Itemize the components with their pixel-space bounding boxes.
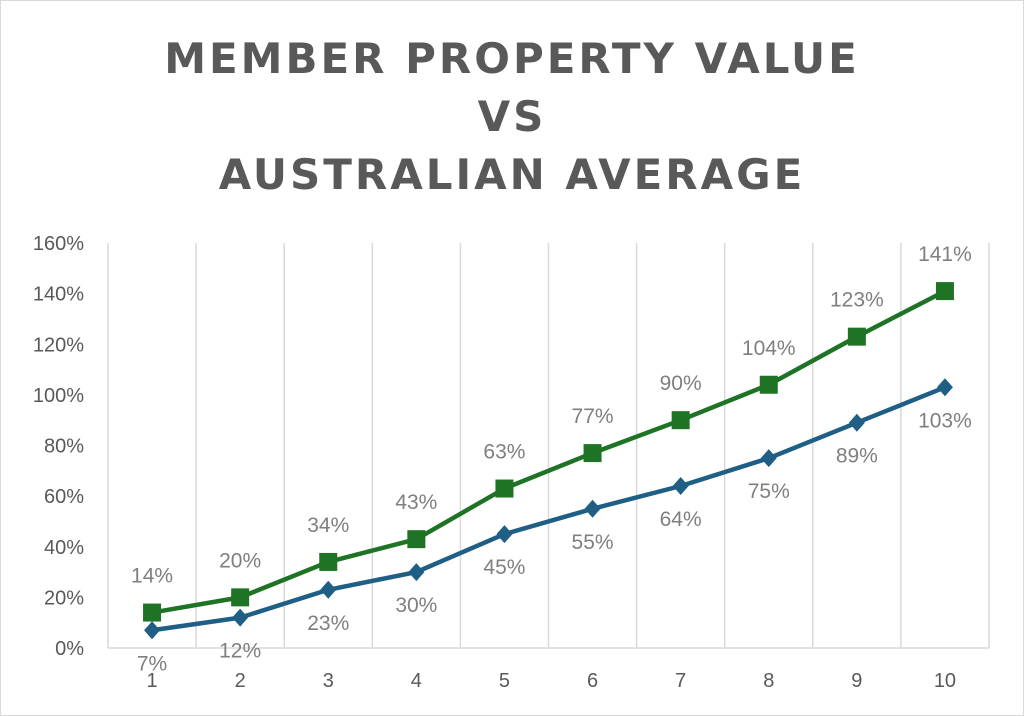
data-point-square [495, 479, 514, 498]
x-tick-label: 5 [499, 670, 510, 692]
data-point-diamond [408, 563, 425, 582]
data-point-diamond [320, 580, 337, 599]
data-label: 34% [307, 514, 349, 537]
x-tick-label: 7 [675, 670, 686, 692]
y-tick-label: 160% [33, 233, 84, 255]
data-point-diamond [760, 449, 777, 468]
title-line-1: MEMBER PROPERTY VALUE [164, 34, 860, 83]
data-point-square [759, 375, 778, 394]
data-label: 123% [830, 289, 884, 312]
y-tick-label: 0% [55, 638, 84, 660]
data-point-square [671, 411, 690, 430]
x-tick-label: 9 [851, 670, 862, 692]
y-tick-label: 140% [33, 284, 84, 306]
x-tick-label: 2 [235, 670, 246, 692]
title-line-2: VS [477, 92, 547, 141]
data-label: 20% [219, 549, 261, 572]
chart-title: MEMBER PROPERTY VALUE VS AUSTRALIAN AVER… [0, 30, 1024, 204]
data-point-diamond [936, 378, 953, 397]
data-label: 7% [137, 652, 167, 675]
data-point-square [319, 552, 338, 571]
data-label: 30% [395, 594, 437, 617]
data-label: 55% [572, 531, 614, 554]
data-label: 63% [483, 441, 525, 464]
x-tick-label: 10 [934, 670, 956, 692]
y-tick-label: 120% [33, 334, 84, 356]
x-axis-tick-labels: 1 2 3 4 5 6 7 8 9 10 [146, 670, 956, 692]
data-point-diamond [672, 477, 689, 495]
x-tick-label: 6 [587, 670, 598, 692]
y-axis-tick-labels: 0% 20% 40% 60% 80% 100% 120% 140% 160% [33, 233, 84, 660]
data-point-square [847, 327, 866, 346]
data-point-square [143, 603, 162, 622]
series-line [149, 385, 948, 633]
data-label: 45% [483, 556, 525, 579]
data-point-diamond [232, 608, 249, 627]
data-label: 43% [395, 491, 437, 514]
data-label: 141% [918, 243, 972, 266]
data-label: 64% [660, 508, 702, 531]
data-point-square [407, 530, 426, 549]
y-tick-label: 100% [33, 385, 84, 407]
y-tick-label: 20% [44, 587, 84, 609]
data-label: 12% [219, 640, 261, 663]
x-tick-label: 8 [763, 670, 774, 692]
data-label: 23% [307, 612, 349, 635]
y-tick-label: 60% [44, 486, 84, 508]
x-tick-label: 1 [146, 670, 157, 692]
series-2 [144, 378, 953, 640]
data-label: 14% [131, 565, 173, 588]
data-label: 89% [836, 445, 878, 468]
title-line-3: AUSTRALIAN AVERAGE [218, 150, 806, 199]
data-point-diamond [848, 413, 865, 432]
data-point-square [935, 282, 954, 301]
data-label: 77% [572, 405, 614, 428]
series-1 [143, 282, 954, 622]
series-line [149, 288, 948, 615]
data-point-square [231, 588, 250, 607]
x-tick-label: 3 [323, 670, 334, 692]
data-labels: 14% 20% 34% 43% 63% 77% 90% 104% 123% 141% 7% 12% 23… [131, 243, 972, 675]
data-label: 90% [660, 372, 702, 395]
data-label: 103% [918, 409, 972, 432]
gridlines [107, 243, 990, 649]
y-tick-label: 40% [44, 537, 84, 559]
y-tick-label: 80% [44, 436, 84, 458]
data-label: 104% [742, 337, 796, 360]
data-point-square [583, 444, 602, 463]
data-point-diamond [496, 525, 513, 544]
data-point-diamond [584, 499, 601, 518]
x-tick-label: 4 [411, 670, 422, 692]
data-point-diamond [144, 621, 161, 640]
series-layer [143, 282, 954, 640]
data-label: 75% [748, 480, 790, 503]
